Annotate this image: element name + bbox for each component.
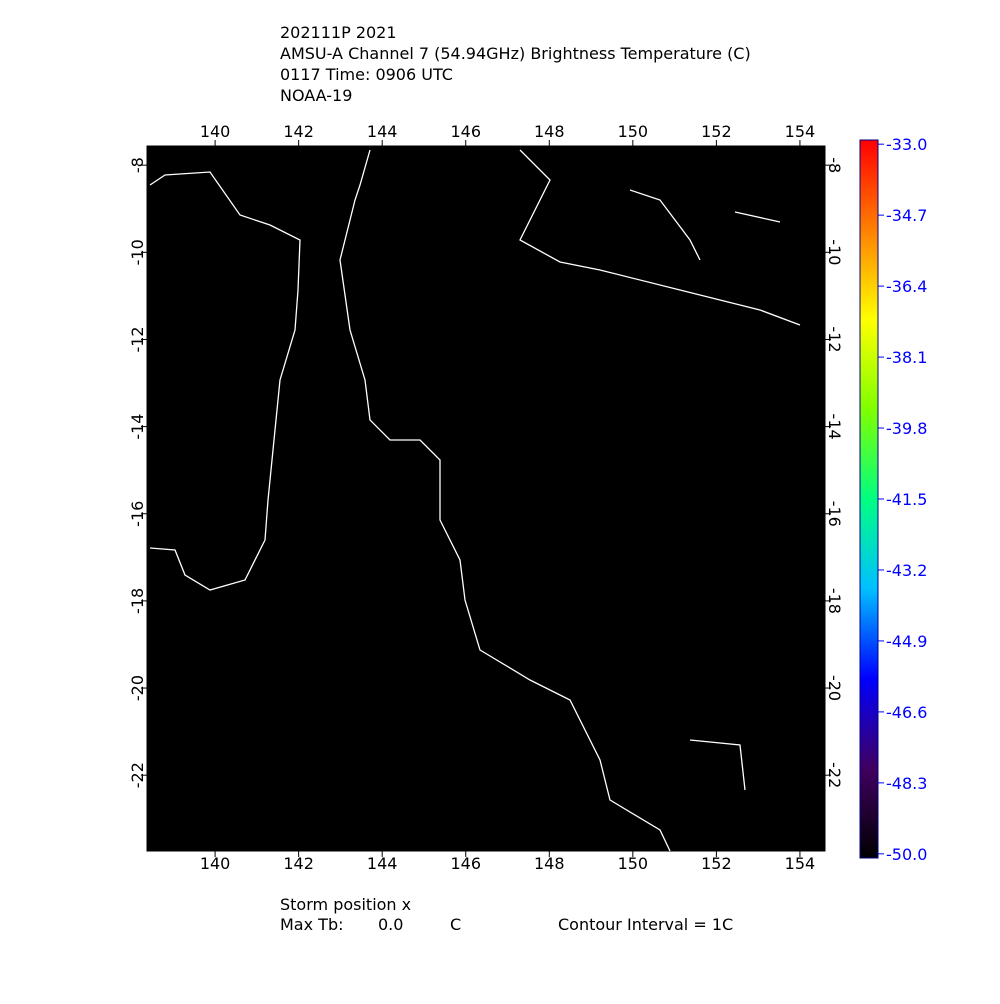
lon-tick-label: 142 [283, 122, 314, 141]
lat-tick-label: -8 [825, 157, 844, 173]
header-line: 0117 Time: 0906 UTC [280, 65, 453, 84]
lon-tick-label: 152 [701, 854, 732, 873]
lat-tick-label: -16 [825, 501, 844, 527]
lat-tick-label: -12 [825, 326, 844, 352]
footer-unit: C [450, 915, 461, 934]
header-line: 202111P 2021 [280, 23, 397, 42]
lon-tick-label: 140 [200, 854, 231, 873]
lat-tick-label: -10 [825, 239, 844, 265]
lat-tick-label: -8 [128, 157, 147, 173]
footer-max-value: 0.0 [378, 915, 403, 934]
map-frame [146, 145, 826, 852]
lon-tick-label: 150 [618, 122, 649, 141]
coastline [149, 149, 801, 852]
lon-tick-label: 148 [534, 854, 565, 873]
colorbar-tick-label: -39.8 [886, 419, 927, 438]
lat-tick-label: -22 [825, 762, 844, 788]
lat-tick-label: -22 [128, 762, 147, 788]
lon-tick-label: 146 [450, 122, 481, 141]
lat-tick-label: -18 [825, 588, 844, 614]
lat-tick-label: -14 [128, 414, 147, 440]
footer-storm: Storm position x [280, 895, 411, 914]
header-line: NOAA-19 [280, 86, 352, 105]
lat-tick-label: -18 [128, 588, 147, 614]
lat-tick-label: -12 [128, 326, 147, 352]
lon-tick-label: 144 [367, 854, 398, 873]
colorbar-tick-label: -38.1 [886, 348, 927, 367]
colorbar-tick-label: -36.4 [886, 277, 927, 296]
lon-tick-label: 150 [618, 854, 649, 873]
lon-tick-label: 154 [785, 854, 816, 873]
colorbar-tick-label: -48.3 [886, 774, 927, 793]
lon-tick-label: 148 [534, 122, 565, 141]
lon-tick-label: 154 [785, 122, 816, 141]
lon-tick-label: 140 [200, 122, 231, 141]
lat-tick-label: -20 [128, 675, 147, 701]
colorbar [859, 139, 879, 859]
colorbar-tick-label: -46.6 [886, 703, 927, 722]
lat-tick-label: -16 [128, 501, 147, 527]
footer-max-label: Max Tb: [280, 915, 343, 934]
lon-tick-label: 146 [450, 854, 481, 873]
colorbar-tick-label: -43.2 [886, 561, 927, 580]
colorbar-tick-label: -33.0 [886, 135, 927, 154]
colorbar-tick-label: -44.9 [886, 632, 927, 651]
colorbar-tick-label: -34.7 [886, 206, 927, 225]
lon-tick-label: 152 [701, 122, 732, 141]
lat-tick-label: -20 [825, 675, 844, 701]
colorbar-tick-label: -41.5 [886, 490, 927, 509]
footer-contour: Contour Interval = 1C [558, 915, 733, 934]
header-line: AMSU-A Channel 7 (54.94GHz) Brightness T… [280, 44, 751, 63]
colorbar-tick-label: -50.0 [886, 845, 927, 864]
lon-tick-label: 142 [283, 854, 314, 873]
lon-tick-label: 144 [367, 122, 398, 141]
lat-tick-label: -14 [825, 414, 844, 440]
lat-tick-label: -10 [128, 239, 147, 265]
